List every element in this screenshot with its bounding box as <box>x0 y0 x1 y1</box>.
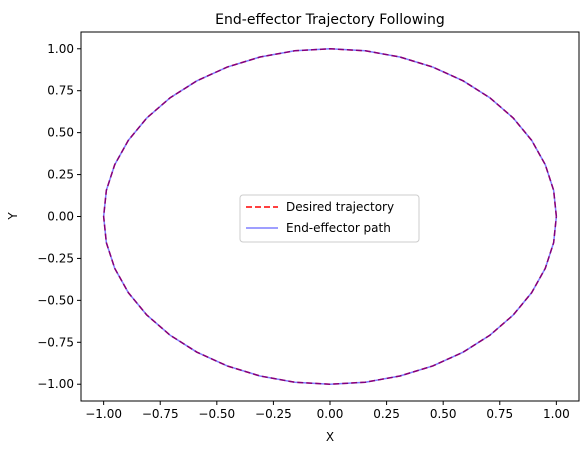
y-tick-label: −0.50 <box>37 293 74 307</box>
x-tick-label: 1.00 <box>543 407 570 421</box>
x-tick-label: −0.50 <box>198 407 235 421</box>
y-axis-label: Y <box>6 212 20 221</box>
x-axis-ticks: −1.00 −0.75 −0.50 −0.25 0.00 0.25 0.50 0.75 1.00 <box>85 401 570 421</box>
legend-box <box>239 194 420 243</box>
legend: Desired trajectory End-effector path <box>239 194 420 243</box>
legend-label-desired-trajectory: Desired trajectory <box>286 200 394 214</box>
x-tick-label: −0.75 <box>142 407 179 421</box>
series-line-end-effector-path <box>102 48 558 385</box>
chart-title: End-effector Trajectory Following <box>215 12 445 28</box>
plot-area <box>102 48 558 385</box>
x-tick-label: −1.00 <box>85 407 122 421</box>
x-tick-label: 0.00 <box>317 407 344 421</box>
x-tick-label: −0.25 <box>255 407 292 421</box>
legend-label-end-effector-path: End-effector path <box>286 221 391 235</box>
y-tick-label: −1.00 <box>37 377 74 391</box>
y-axis-ticks: −1.00 −0.75 −0.50 −0.25 0.00 0.25 0.50 0.75 1.00 <box>37 42 81 391</box>
x-tick-label: 0.75 <box>486 407 513 421</box>
y-tick-label: 1.00 <box>47 42 74 56</box>
y-tick-label: −0.25 <box>37 251 74 265</box>
x-tick-label: 0.50 <box>430 407 457 421</box>
y-tick-label: −0.75 <box>37 335 74 349</box>
y-tick-label: 0.25 <box>47 168 74 182</box>
y-tick-label: 0.75 <box>47 84 74 98</box>
x-tick-label: 0.25 <box>373 407 400 421</box>
y-tick-label: 0.50 <box>47 126 74 140</box>
y-tick-label: 0.00 <box>47 210 74 224</box>
x-axis-label: X <box>326 430 334 444</box>
